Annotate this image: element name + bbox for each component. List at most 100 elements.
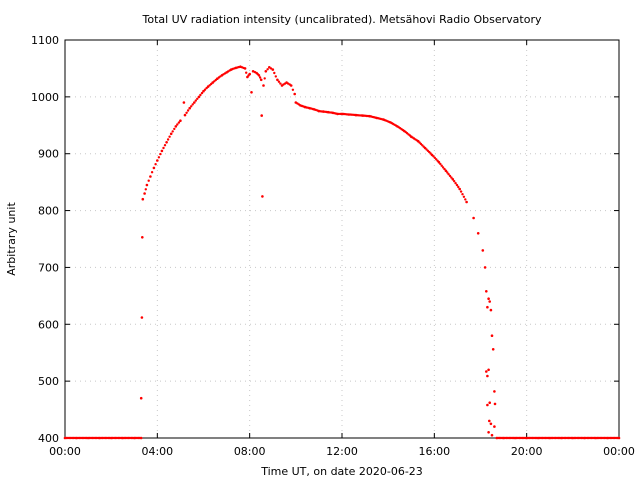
data-point bbox=[199, 93, 202, 97]
data-point bbox=[570, 436, 573, 440]
data-point bbox=[223, 72, 227, 75]
data-point bbox=[490, 433, 494, 437]
data-point bbox=[171, 130, 174, 133]
data-point bbox=[141, 197, 145, 201]
data-point bbox=[150, 171, 154, 174]
data-point bbox=[472, 216, 475, 220]
data-point bbox=[274, 75, 277, 78]
data-point bbox=[325, 110, 328, 114]
data-point bbox=[381, 118, 384, 121]
data-point bbox=[316, 109, 319, 112]
data-point bbox=[177, 121, 181, 124]
data-point bbox=[593, 436, 596, 440]
data-point bbox=[210, 82, 213, 86]
data-point bbox=[219, 75, 222, 78]
data-point bbox=[262, 84, 265, 87]
data-point bbox=[144, 188, 147, 191]
x-tick-label: 08:00 bbox=[234, 445, 266, 458]
grid bbox=[65, 40, 619, 438]
data-point bbox=[524, 436, 527, 440]
data-point bbox=[202, 89, 205, 93]
data-point bbox=[233, 67, 236, 70]
data-point bbox=[432, 155, 435, 158]
data-point bbox=[464, 198, 467, 201]
data-point bbox=[266, 68, 269, 71]
y-axis: 400 500 600 700 800 900 1000 1100 bbox=[31, 34, 619, 445]
data-point bbox=[483, 266, 487, 269]
data-point bbox=[173, 127, 176, 131]
data-point bbox=[488, 300, 492, 303]
data-point bbox=[581, 436, 585, 440]
x-axis: 00:00 04:00 08:00 12:00 16:00 20:00 00:00 bbox=[49, 40, 635, 458]
data-point bbox=[457, 185, 460, 189]
data-point bbox=[277, 80, 281, 83]
data-point bbox=[185, 111, 188, 115]
data-point bbox=[408, 134, 412, 137]
data-point bbox=[120, 436, 123, 440]
data-point bbox=[487, 368, 490, 372]
data-point bbox=[493, 402, 497, 406]
data-point bbox=[97, 436, 100, 440]
data-point bbox=[401, 128, 405, 132]
data-point bbox=[346, 113, 349, 116]
data-point bbox=[461, 193, 464, 196]
data-point bbox=[447, 173, 450, 176]
x-tick-label: 04:00 bbox=[141, 445, 173, 458]
data-point bbox=[183, 113, 187, 117]
y-tick-label: 1100 bbox=[31, 34, 59, 47]
data-point bbox=[387, 120, 391, 124]
data-point bbox=[339, 112, 342, 116]
chart-title: Total UV radiation intensity (uncalibrat… bbox=[142, 13, 542, 26]
x-tick-label: 16:00 bbox=[418, 445, 450, 458]
data-point bbox=[186, 109, 190, 112]
data-point bbox=[228, 69, 231, 72]
data-point bbox=[320, 110, 324, 113]
data-point bbox=[293, 92, 297, 96]
data-point bbox=[163, 144, 167, 147]
data-point bbox=[108, 436, 111, 440]
data-point bbox=[488, 401, 492, 405]
data-point bbox=[297, 103, 301, 106]
data-point bbox=[253, 70, 257, 74]
y-tick-label: 800 bbox=[38, 205, 59, 218]
data-point bbox=[439, 162, 442, 166]
plot-frame bbox=[64, 39, 620, 439]
data-point bbox=[191, 103, 194, 106]
data-point bbox=[200, 91, 204, 95]
data-point bbox=[458, 187, 462, 191]
data-points bbox=[63, 65, 621, 440]
data-point bbox=[465, 200, 468, 204]
data-point bbox=[604, 436, 608, 440]
data-point bbox=[263, 77, 266, 80]
data-point bbox=[165, 141, 168, 144]
y-tick-label: 900 bbox=[38, 148, 59, 161]
data-point bbox=[451, 178, 455, 181]
data-point bbox=[334, 112, 337, 115]
data-point bbox=[157, 156, 161, 159]
data-point bbox=[429, 152, 432, 155]
data-point bbox=[330, 111, 333, 114]
data-point bbox=[459, 190, 463, 193]
data-point bbox=[140, 316, 144, 319]
data-point bbox=[271, 68, 275, 71]
data-point bbox=[247, 74, 250, 77]
data-point bbox=[152, 166, 156, 170]
data-point bbox=[444, 169, 448, 173]
data-point bbox=[490, 334, 494, 338]
data-point bbox=[306, 106, 310, 110]
data-point bbox=[194, 99, 197, 102]
y-tick-label: 600 bbox=[38, 318, 59, 331]
data-point bbox=[481, 249, 485, 252]
data-point bbox=[138, 436, 141, 440]
data-point bbox=[462, 195, 466, 198]
data-point bbox=[258, 76, 262, 79]
data-point bbox=[493, 425, 496, 428]
data-point bbox=[193, 101, 196, 104]
data-point bbox=[166, 138, 170, 141]
data-point bbox=[245, 71, 248, 74]
data-point bbox=[188, 106, 191, 110]
data-point bbox=[486, 403, 489, 407]
y-tick-label: 1000 bbox=[31, 91, 59, 104]
data-point bbox=[436, 159, 439, 162]
